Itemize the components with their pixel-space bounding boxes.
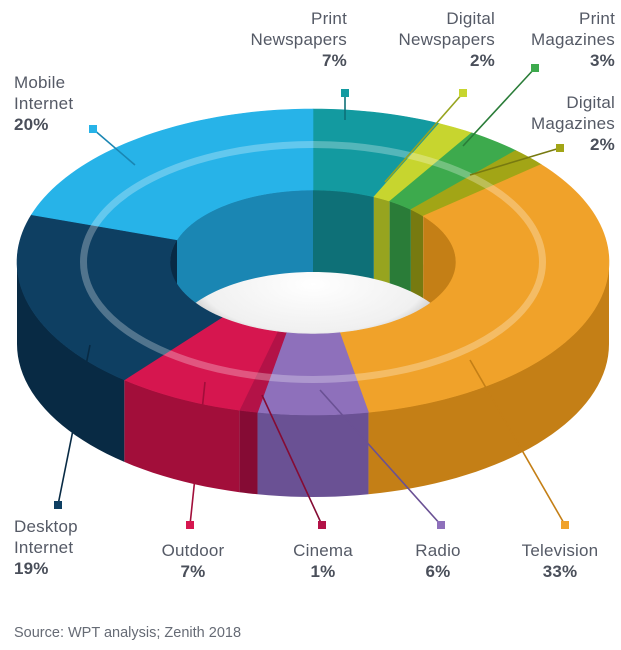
label-print-magazines: Print Magazines 3% [531,8,615,71]
label-digital-magazines: Digital Magazines 2% [531,92,615,155]
label-text: Magazines [530,114,615,133]
label-text: Internet [14,94,74,113]
leader-marker [186,521,194,529]
leader-marker [89,125,97,133]
slice-outer-wall [124,379,240,493]
value-text: 20% [14,115,49,134]
label-print-newspapers: Print Newspapers 7% [251,8,348,71]
label-television: Television 33% [500,540,620,582]
slice-inner-wall [410,209,424,299]
leader-lines [54,64,569,529]
label-mobile-internet: Mobile Internet 20% [14,72,73,135]
label-text: Internet [14,538,74,557]
leader-line [92,128,136,166]
value-text: 33% [542,562,578,581]
label-digital-newspapers: Digital Newspapers 2% [399,8,496,71]
label-cinema: Cinema 1% [268,540,378,582]
value-text: 1% [310,562,336,581]
leader-marker [318,521,326,529]
value-text: 2% [590,135,615,154]
label-text: Newspapers [398,30,495,49]
leader-line [319,389,442,526]
slice-9 [30,108,314,241]
label-text: Mobile [14,73,66,92]
leader-line [57,344,91,506]
label-radio: Radio 6% [383,540,493,582]
label-text: Digital [566,93,615,112]
slice-inner-wall [389,201,411,292]
rim-highlight [80,141,546,383]
label-text: Cinema [293,541,353,560]
label-text: Radio [415,541,461,560]
label-text: Newspapers [250,30,347,49]
slice-inner-wall [373,196,390,284]
leader-marker [341,89,349,97]
leader-line [462,67,536,147]
value-text: 6% [425,562,451,581]
label-desktop-internet: Desktop Internet 19% [14,516,78,579]
leader-line [469,147,561,176]
value-text: 2% [470,51,495,70]
slice-outer-wall [368,262,609,495]
leader-line [469,359,566,526]
leader-marker [459,89,467,97]
leader-line [384,92,464,183]
label-text: Television [521,541,599,560]
slice-outer-wall [17,262,125,462]
slice-inner-wall [313,190,374,279]
label-outdoor: Outdoor 7% [138,540,248,582]
slice-inner-wall [176,190,313,322]
leader-marker [437,521,445,529]
leader-line [261,394,323,526]
slice-outer-wall [239,410,258,495]
value-text: 19% [14,559,49,578]
label-text: Outdoor [161,541,225,560]
label-text: Print [579,9,615,28]
label-text: Digital [446,9,495,28]
leader-marker [54,501,62,509]
leader-marker [556,144,564,152]
leader-marker [561,521,569,529]
value-text: 3% [590,51,615,70]
label-text: Print [311,9,347,28]
slice-outer-wall [257,412,369,497]
donut-top [16,108,610,416]
leader-marker [531,64,539,72]
value-text: 7% [322,51,347,70]
leader-line [189,381,206,526]
source-note: Source: WPT analysis; Zenith 2018 [14,625,242,641]
label-text: Desktop [14,517,78,536]
value-text: 7% [180,562,206,581]
label-text: Magazines [530,30,615,49]
donut-walls [17,262,609,497]
